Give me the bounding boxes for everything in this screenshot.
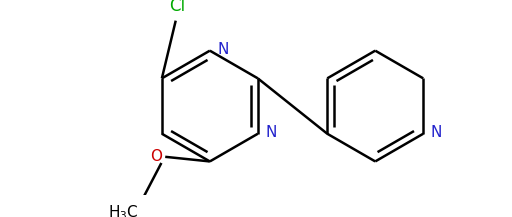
Text: N: N bbox=[266, 125, 277, 140]
Text: N: N bbox=[431, 125, 442, 140]
Text: N: N bbox=[218, 42, 229, 57]
Text: H$_3$C: H$_3$C bbox=[108, 203, 138, 217]
Text: O: O bbox=[150, 149, 162, 164]
Text: Cl: Cl bbox=[169, 0, 185, 15]
